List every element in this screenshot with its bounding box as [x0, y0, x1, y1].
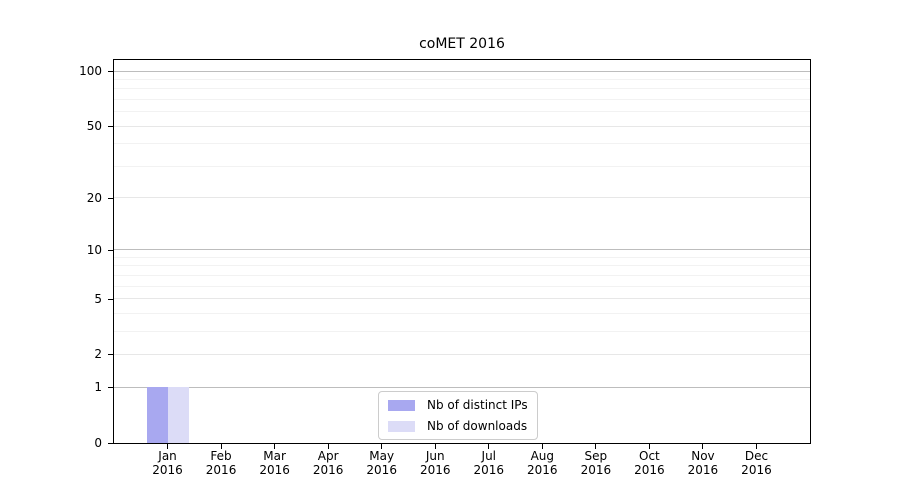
x-tick-label: Nov 2016 [687, 449, 719, 477]
bars-layer [114, 60, 810, 443]
x-tick-label: Feb 2016 [205, 449, 237, 477]
y-tick-label: 0 [94, 436, 102, 450]
x-tick-mark [488, 444, 490, 449]
y-tick-mark [108, 353, 113, 355]
major-gridline [114, 125, 810, 127]
x-tick-label: Sep 2016 [580, 449, 612, 477]
decade-gridline [114, 70, 810, 72]
chart-title: coMET 2016 [419, 36, 505, 52]
minor-gridline [114, 285, 810, 287]
bar [167, 387, 189, 443]
minor-gridline [114, 143, 810, 145]
x-tick-label: Jul 2016 [473, 449, 505, 477]
legend-entry: Nb of downloads [388, 418, 528, 434]
minor-gridline [114, 330, 810, 332]
x-tick-mark [755, 444, 757, 449]
minor-gridline [114, 312, 810, 314]
decade-gridline [114, 386, 810, 388]
x-tick-mark [167, 444, 169, 449]
x-tick-label: Oct 2016 [634, 449, 665, 477]
minor-gridline [114, 265, 810, 267]
decade-gridline [114, 249, 810, 251]
gridlines-layer [114, 60, 810, 443]
x-tick-mark [274, 444, 276, 449]
x-tick-label: Jun 2016 [419, 449, 451, 477]
y-tick-label: 2 [94, 347, 102, 361]
y-tick-label: 1 [94, 380, 102, 394]
x-tick-mark [595, 444, 597, 449]
major-gridline [114, 353, 810, 355]
x-tick-label: Mar 2016 [259, 449, 290, 477]
major-gridline [114, 197, 810, 199]
legend-label: Nb of downloads [427, 418, 528, 433]
x-tick-mark [220, 444, 222, 449]
plot-area: Nb of distinct IPs Nb of downloads [113, 59, 811, 444]
x-tick-label: Aug 2016 [527, 449, 558, 477]
y-tick-mark [108, 70, 113, 72]
x-tick-mark [541, 444, 543, 449]
x-tick-mark [648, 444, 650, 449]
y-tick-label: 10 [86, 243, 102, 257]
legend-swatch [388, 420, 415, 432]
minor-gridline [114, 165, 810, 167]
legend-label: Nb of distinct IPs [427, 397, 528, 412]
legend-entry: Nb of distinct IPs [388, 397, 528, 413]
y-tick-mark [108, 197, 113, 199]
y-tick-label: 20 [86, 191, 102, 205]
y-tick-mark [108, 298, 113, 300]
minor-gridline [114, 88, 810, 90]
x-tick-label: Apr 2016 [312, 449, 344, 477]
y-tick-mark [108, 386, 113, 388]
y-tick-mark [108, 125, 113, 127]
y-tick-label: 100 [79, 64, 102, 78]
minor-gridline [114, 79, 810, 81]
y-tick-mark [108, 442, 113, 444]
x-tick-mark [327, 444, 329, 449]
y-tick-mark [108, 249, 113, 251]
legend: Nb of distinct IPs Nb of downloads [378, 391, 538, 440]
bar [146, 387, 168, 443]
minor-gridline [114, 274, 810, 276]
x-tick-mark [434, 444, 436, 449]
x-tick-mark [381, 444, 383, 449]
x-tick-mark [702, 444, 704, 449]
legend-swatch [388, 399, 415, 411]
minor-gridline [114, 99, 810, 101]
minor-gridline [114, 111, 810, 113]
y-tick-label: 50 [86, 119, 102, 133]
x-tick-label: May 2016 [366, 449, 397, 477]
x-tick-label: Dec 2016 [741, 449, 772, 477]
minor-gridline [114, 256, 810, 258]
y-tick-label: 5 [94, 292, 102, 306]
major-gridline [114, 298, 810, 300]
x-tick-label: Jan 2016 [152, 449, 183, 477]
